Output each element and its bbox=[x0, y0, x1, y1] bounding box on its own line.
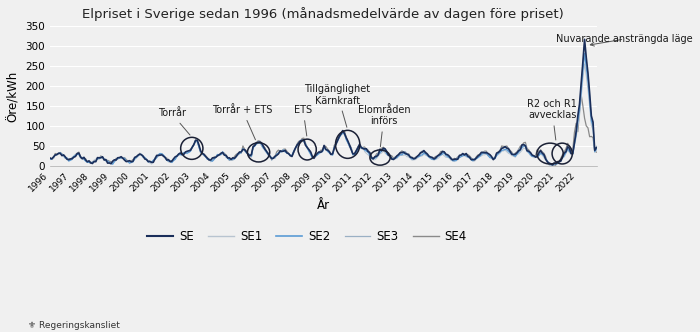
SE3 bbox=[46, 158, 55, 162]
SE4 bbox=[455, 154, 463, 158]
SE2 bbox=[455, 156, 463, 160]
SE3 bbox=[510, 153, 518, 157]
Line: SE3: SE3 bbox=[50, 43, 596, 165]
SE1 bbox=[510, 154, 518, 158]
SE1 bbox=[580, 62, 589, 66]
SE1 bbox=[592, 148, 601, 152]
SE bbox=[414, 153, 423, 157]
SE2 bbox=[46, 157, 55, 161]
SE2 bbox=[580, 51, 589, 55]
Legend: SE, SE1, SE2, SE3, SE4: SE, SE1, SE2, SE3, SE4 bbox=[142, 225, 472, 248]
SE3 bbox=[560, 152, 568, 156]
SE4 bbox=[414, 154, 423, 158]
SE4 bbox=[46, 156, 55, 160]
SE bbox=[455, 153, 463, 157]
Line: SE2: SE2 bbox=[50, 53, 596, 165]
Text: ⚜ Regeringskansliet: ⚜ Regeringskansliet bbox=[28, 321, 120, 330]
SE4 bbox=[550, 164, 559, 168]
SE1 bbox=[46, 157, 55, 161]
SE bbox=[592, 146, 601, 150]
SE3 bbox=[592, 144, 601, 148]
SE2 bbox=[560, 153, 568, 157]
SE1 bbox=[193, 140, 202, 144]
SE4 bbox=[125, 160, 134, 164]
SE1 bbox=[125, 162, 134, 166]
Text: Tillgänglighet
Kärnkraft: Tillgänglighet Kärnkraft bbox=[304, 84, 370, 127]
Title: Elpriset i Sverige sedan 1996 (månadsmedelvärde av dagen före priset): Elpriset i Sverige sedan 1996 (månadsmed… bbox=[83, 7, 564, 21]
SE bbox=[46, 156, 55, 160]
Text: Elområden
införs: Elområden införs bbox=[358, 105, 410, 147]
Line: SE1: SE1 bbox=[50, 64, 596, 165]
SE3 bbox=[455, 154, 463, 158]
SE3 bbox=[580, 42, 589, 45]
Line: SE4: SE4 bbox=[50, 95, 596, 166]
SE bbox=[548, 163, 556, 167]
SE4 bbox=[592, 150, 601, 154]
SE2 bbox=[414, 155, 423, 159]
SE bbox=[510, 152, 518, 156]
Text: ETS: ETS bbox=[294, 105, 312, 136]
SE3 bbox=[547, 163, 555, 167]
SE4 bbox=[577, 93, 585, 97]
X-axis label: År: År bbox=[317, 200, 330, 212]
Line: SE: SE bbox=[50, 39, 596, 165]
SE1 bbox=[547, 163, 555, 167]
SE3 bbox=[193, 140, 202, 144]
SE3 bbox=[414, 153, 423, 157]
SE bbox=[560, 151, 568, 155]
SE1 bbox=[455, 156, 463, 160]
SE2 bbox=[125, 161, 134, 165]
SE bbox=[580, 37, 589, 41]
Text: Torrår: Torrår bbox=[158, 108, 190, 135]
Text: R2 och R1
avvecklas: R2 och R1 avvecklas bbox=[527, 99, 577, 140]
SE2 bbox=[510, 153, 518, 157]
SE2 bbox=[548, 163, 556, 167]
SE1 bbox=[414, 154, 423, 158]
SE2 bbox=[193, 139, 202, 143]
SE3 bbox=[125, 160, 134, 164]
SE bbox=[125, 159, 134, 163]
Text: Nuvarande ansträngda läge: Nuvarande ansträngda läge bbox=[556, 34, 693, 46]
Y-axis label: Öre/kWh: Öre/kWh bbox=[7, 71, 20, 122]
SE bbox=[193, 138, 202, 142]
SE4 bbox=[193, 139, 202, 143]
Text: Torrår + ETS: Torrår + ETS bbox=[212, 105, 272, 140]
SE1 bbox=[560, 155, 568, 159]
SE2 bbox=[592, 147, 601, 151]
SE4 bbox=[560, 150, 568, 154]
SE4 bbox=[510, 154, 518, 158]
